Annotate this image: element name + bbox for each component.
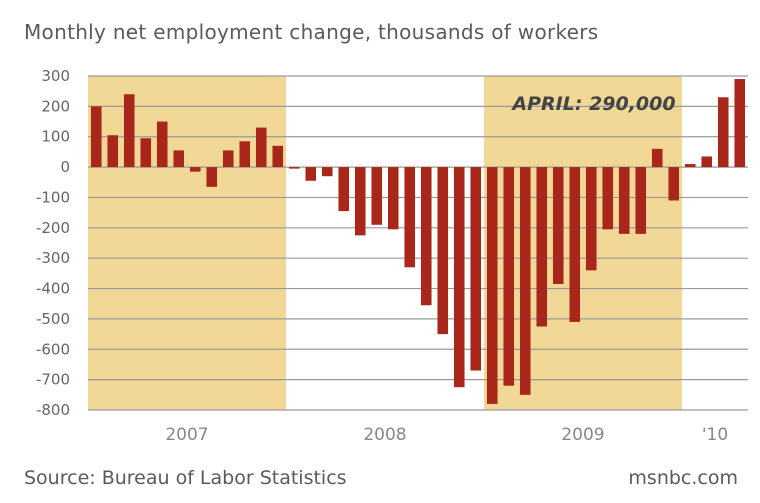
- bar: [470, 167, 482, 371]
- bar: [321, 167, 333, 177]
- bar: [272, 145, 284, 168]
- bar: [371, 167, 383, 225]
- bar: [173, 150, 185, 168]
- y-tick-label: -700: [36, 371, 70, 389]
- bar: [602, 167, 614, 230]
- bar: [569, 167, 581, 322]
- bar: [404, 167, 416, 268]
- bar: [552, 167, 564, 284]
- y-tick-label: -200: [36, 219, 70, 237]
- source-note: Source: Bureau of Labor Statistics: [24, 467, 347, 489]
- bar: [255, 127, 267, 168]
- bar: [288, 167, 300, 169]
- bar: [239, 141, 251, 168]
- bar: [156, 121, 168, 168]
- bar: [420, 167, 432, 306]
- bar: [503, 167, 515, 386]
- bar: [206, 167, 218, 187]
- bar: [189, 167, 201, 172]
- x-year-label: 2009: [561, 425, 604, 445]
- bar: [635, 167, 647, 234]
- y-tick-label: 200: [41, 97, 70, 115]
- bar: [585, 167, 597, 271]
- year-band-2009: [484, 76, 682, 410]
- bar: [486, 167, 498, 404]
- bar: [123, 94, 135, 168]
- y-tick-label: 300: [41, 67, 70, 85]
- bar: [701, 156, 713, 168]
- bar: [453, 167, 465, 388]
- y-tick-label: -100: [36, 188, 70, 206]
- y-tick-label: 0: [60, 158, 70, 176]
- bar: [107, 135, 119, 168]
- x-year-label: '10: [702, 425, 728, 445]
- bar: [140, 138, 152, 168]
- year-band-2007: [88, 76, 286, 410]
- y-tick-label: -300: [36, 249, 70, 267]
- bar: [651, 148, 663, 168]
- brand-label: msnbc.com: [628, 467, 738, 489]
- bar: [437, 167, 449, 335]
- chart-title: Monthly net employment change, thousands…: [24, 20, 599, 44]
- bar-chart: 300 200 100 0 -100 -200 -300 -400 -500 -600 -700 -8…: [36, 67, 748, 445]
- y-tick-label: -800: [36, 401, 70, 419]
- y-tick-label: -500: [36, 310, 70, 328]
- bar: [338, 167, 350, 212]
- x-year-label: 2008: [363, 425, 406, 445]
- bar: [305, 167, 317, 181]
- bar: [618, 167, 630, 234]
- bar: [387, 167, 399, 230]
- bar: [354, 167, 366, 236]
- bar: [734, 79, 746, 168]
- y-tick-label: -600: [36, 340, 70, 358]
- bar: [222, 150, 234, 168]
- bar: [90, 106, 102, 168]
- annotation-label: APRIL: 290,000: [510, 93, 675, 115]
- bar: [519, 167, 531, 395]
- y-tick-label: -400: [36, 280, 70, 298]
- bar: [536, 167, 548, 327]
- y-tick-label: 100: [41, 128, 70, 146]
- bar: [668, 167, 680, 201]
- bar: [717, 97, 729, 168]
- bar: [684, 164, 696, 168]
- x-year-label: 2007: [165, 425, 208, 445]
